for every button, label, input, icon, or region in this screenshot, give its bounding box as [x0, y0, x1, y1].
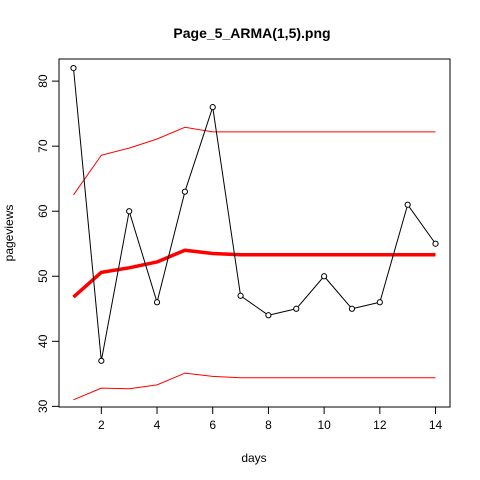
chart-title: Page_5_ARMA(1,5).png — [173, 25, 330, 41]
observed-point — [404, 201, 411, 208]
y-tick-label: 50 — [36, 269, 50, 283]
upper-bound-line — [73, 126, 436, 196]
observed-point — [376, 299, 383, 306]
y-axis: 30 40 50 60 70 80 — [36, 74, 60, 413]
plot-frame — [58, 58, 451, 408]
observed-point — [432, 240, 439, 247]
observed-point — [348, 305, 356, 312]
x-tick-label: 6 — [209, 418, 216, 432]
x-tick-label: 8 — [265, 418, 272, 432]
observed-point — [181, 188, 188, 195]
observed-point — [265, 312, 272, 319]
observed-point — [70, 65, 77, 72]
x-tick-label: 12 — [373, 418, 387, 432]
observed-point — [153, 299, 161, 306]
y-axis-label: pageviews — [2, 205, 16, 262]
x-tick-label: 2 — [98, 418, 105, 432]
observed-point — [293, 305, 300, 312]
x-axis-label: days — [241, 451, 266, 465]
y-tick-label: 30 — [36, 399, 50, 413]
observed-point — [237, 292, 244, 299]
observed-point — [321, 273, 328, 280]
series-layer — [70, 65, 439, 401]
y-tick-label: 70 — [36, 139, 50, 153]
forecast-line — [72, 248, 436, 299]
y-tick-label: 60 — [36, 204, 50, 218]
x-axis: 2 4 6 8 10 12 14 — [98, 406, 443, 432]
observed-point — [126, 208, 133, 215]
observed-line — [72, 68, 436, 362]
y-tick-label: 80 — [36, 74, 50, 88]
observed-point — [209, 104, 216, 111]
observed-point — [98, 357, 105, 364]
y-tick-label: 40 — [36, 334, 50, 348]
x-tick-label: 14 — [429, 418, 443, 432]
x-tick-label: 4 — [154, 418, 161, 432]
x-tick-label: 10 — [317, 418, 331, 432]
lower-bound-line — [73, 372, 436, 401]
